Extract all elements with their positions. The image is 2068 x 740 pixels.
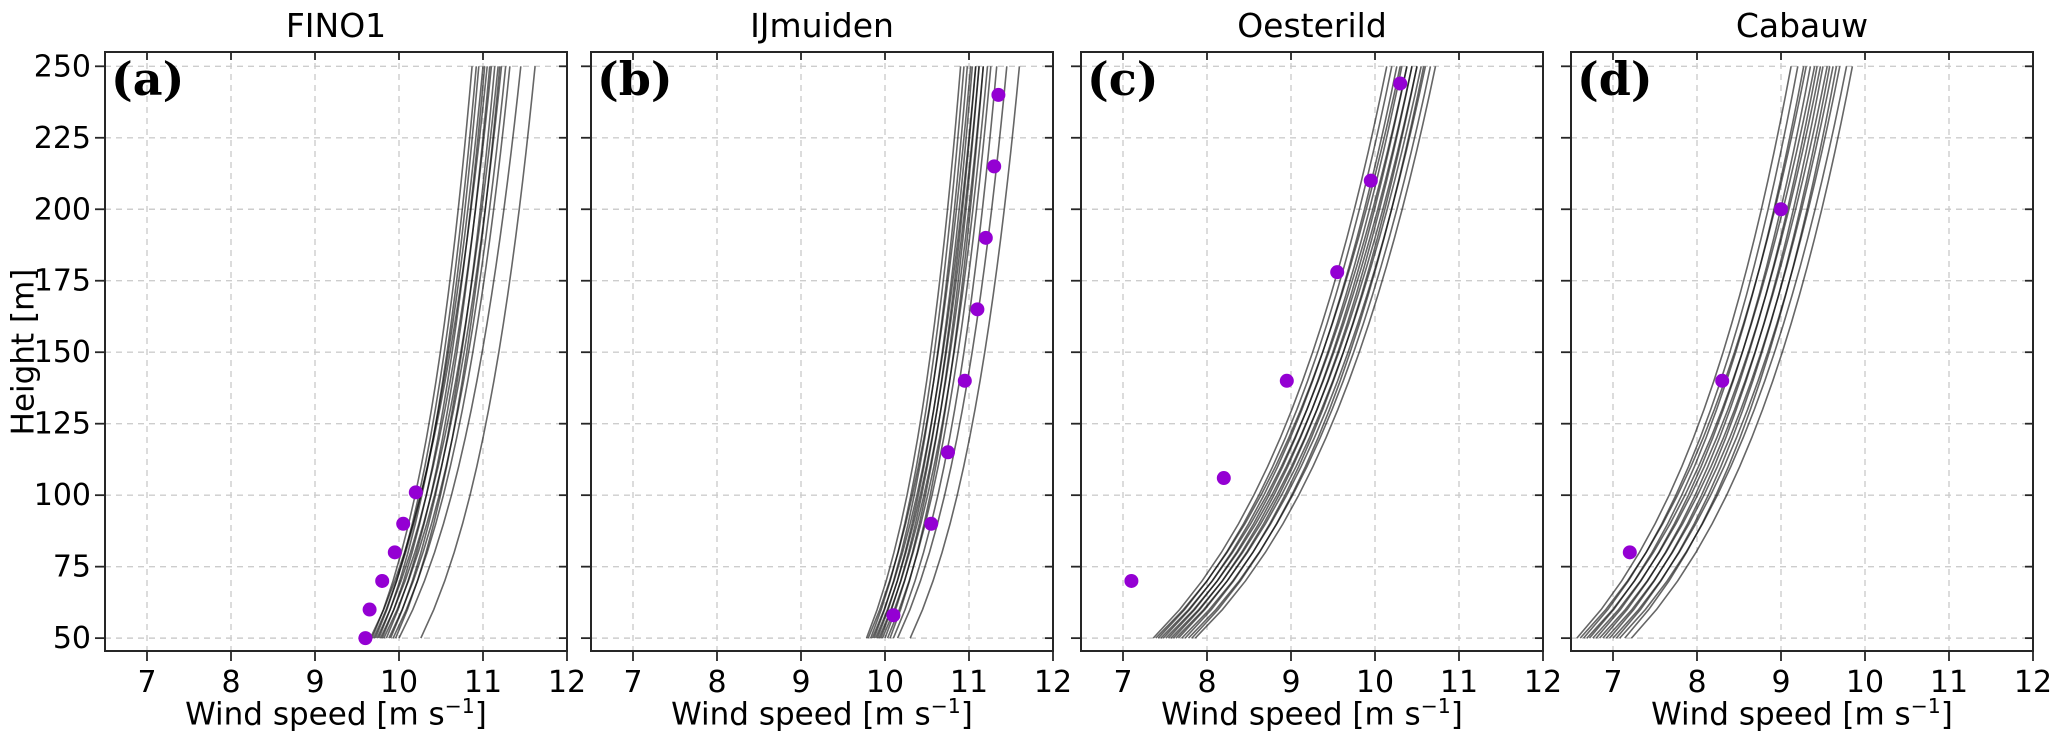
panel-title-fino1: FINO1 — [285, 6, 387, 45]
svg-text:50: 50 — [53, 621, 91, 656]
panel-letter-d: (d) — [1577, 52, 1653, 106]
svg-text:225: 225 — [34, 121, 91, 156]
panel-oesterild: Oesterild 7 8 9 10 11 12 (c) Wind speed [m s−… — [1071, 6, 1562, 732]
svg-text:11: 11 — [1440, 665, 1478, 700]
svg-text:12: 12 — [548, 665, 586, 700]
svg-text:8: 8 — [707, 665, 726, 700]
svg-text:10: 10 — [866, 665, 904, 700]
svg-text:9: 9 — [305, 665, 324, 700]
svg-text:8: 8 — [1197, 665, 1216, 700]
plot-fino1: 7 8 9 10 11 12 50 75 100 125 150 175 200 225 250 — [34, 49, 586, 700]
panel-cabauw: Cabauw 7 8 9 10 11 12 (d) Wind speed [m s−1] — [1561, 6, 2052, 732]
svg-text:9: 9 — [1281, 665, 1300, 700]
svg-text:11: 11 — [464, 665, 502, 700]
panel-title-ijmuiden: IJmuiden — [750, 6, 894, 45]
svg-text:12: 12 — [2014, 665, 2052, 700]
svg-text:200: 200 — [34, 192, 91, 227]
panel-letter-a: (a) — [111, 52, 185, 106]
svg-text:7: 7 — [1113, 665, 1132, 700]
plot-ijmuiden: 7 8 9 10 11 12 — [581, 51, 1072, 700]
svg-text:8: 8 — [1687, 665, 1706, 700]
svg-text:150: 150 — [34, 335, 91, 370]
svg-text:11: 11 — [1930, 665, 1968, 700]
svg-text:175: 175 — [34, 264, 91, 299]
panel-title-cabauw: Cabauw — [1735, 6, 1869, 45]
x-axis-label: Wind speed [m s−1] — [671, 694, 973, 733]
svg-text:125: 125 — [34, 407, 91, 442]
svg-text:9: 9 — [1771, 665, 1790, 700]
panel-title-oesterild: Oesterild — [1237, 6, 1387, 45]
svg-text:75: 75 — [53, 550, 91, 585]
plot-oesterild: 7 8 9 10 11 12 — [1071, 51, 1562, 700]
svg-text:10: 10 — [1356, 665, 1394, 700]
svg-text:7: 7 — [1603, 665, 1622, 700]
svg-text:12: 12 — [1524, 665, 1562, 700]
svg-text:12: 12 — [1034, 665, 1072, 700]
panel-letter-c: (c) — [1087, 52, 1159, 106]
panel-ijmuiden: IJmuiden 7 8 9 10 11 12 (b) Wind speed [m s−1… — [581, 6, 1072, 732]
svg-text:11: 11 — [950, 665, 988, 700]
svg-text:250: 250 — [34, 49, 91, 84]
svg-text:7: 7 — [623, 665, 642, 700]
x-axis-label: Wind speed [m s−1] — [1161, 694, 1463, 733]
panel-fino1: FINO1 Height [m] 7 8 9 10 11 12 50 75 100 125 150 1… — [5, 6, 586, 732]
svg-text:100: 100 — [34, 478, 91, 513]
svg-text:7: 7 — [137, 665, 156, 700]
svg-text:10: 10 — [1846, 665, 1884, 700]
panel-letter-b: (b) — [597, 52, 673, 106]
svg-text:10: 10 — [380, 665, 418, 700]
x-axis-label: Wind speed [m s−1] — [1651, 694, 1953, 733]
svg-text:9: 9 — [791, 665, 810, 700]
plot-cabauw: 7 8 9 10 11 12 — [1561, 51, 2052, 700]
x-axis-label: Wind speed [m s−1] — [185, 694, 487, 733]
svg-text:8: 8 — [221, 665, 240, 700]
